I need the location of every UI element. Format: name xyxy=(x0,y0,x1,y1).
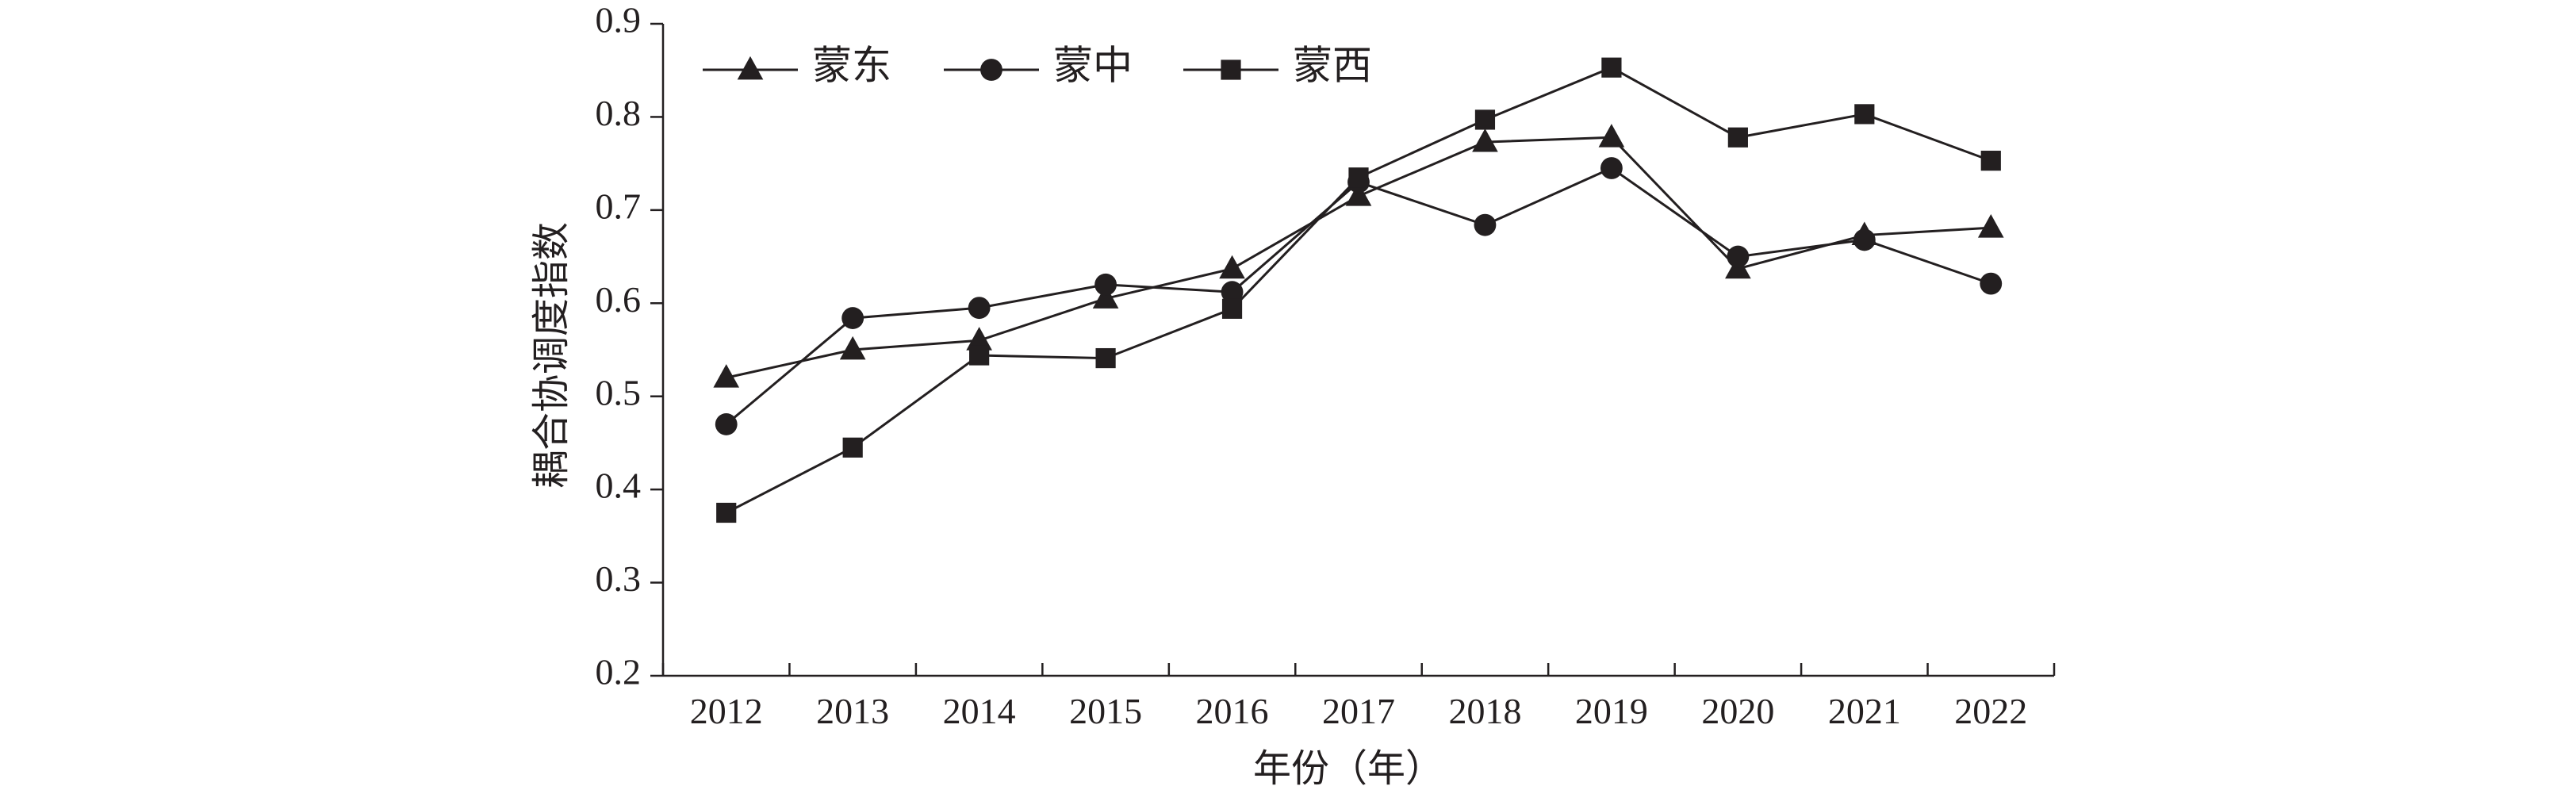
square-point xyxy=(969,345,990,366)
x-axis-title: 年份（年） xyxy=(1253,748,1443,790)
axes: 0.2 0.3 0.4 0.5 0.6 0.7 0.8 0.9 2012 2013 2014 2015… xyxy=(596,0,2056,731)
triangle-point xyxy=(1977,214,2004,238)
series-triangle xyxy=(713,124,2004,388)
square-point xyxy=(1221,298,1243,319)
circle-point xyxy=(1600,157,1623,179)
circle-point xyxy=(1221,281,1244,304)
square-point xyxy=(842,437,863,458)
x-tick-label: 2015 xyxy=(1069,691,1142,731)
square-point xyxy=(1601,57,1622,78)
x-tick-label: 2012 xyxy=(690,691,763,731)
circle-point xyxy=(1727,245,1750,268)
circle-point xyxy=(1094,273,1117,296)
square-point xyxy=(1854,104,1875,125)
legend-triangle-marker xyxy=(737,56,764,80)
square-point xyxy=(716,502,737,523)
x-tick-label: 2021 xyxy=(1828,691,1901,731)
legend-circle-marker xyxy=(980,59,1002,81)
square-point xyxy=(1474,109,1496,130)
circle-point xyxy=(1853,228,1876,251)
x-tick-label: 2018 xyxy=(1448,691,1521,731)
y-tick-label: 0.2 xyxy=(596,652,642,692)
y-tick-label: 0.8 xyxy=(596,93,642,133)
circle-point xyxy=(1980,272,2003,295)
y-axis-title: 耦合协调度指数 xyxy=(531,222,573,489)
triangle-point xyxy=(839,335,866,360)
y-tick-label: 0.9 xyxy=(596,0,642,40)
series-group xyxy=(713,57,2004,523)
triangle-point xyxy=(1472,128,1498,152)
x-tick-label: 2014 xyxy=(943,691,1016,731)
x-tick-label: 2019 xyxy=(1575,691,1648,731)
triangle-point xyxy=(1219,255,1245,279)
triangle-point xyxy=(1598,124,1625,148)
square-point xyxy=(1727,127,1748,148)
square-point xyxy=(1095,347,1116,369)
square-point xyxy=(1348,167,1369,188)
circle-point xyxy=(841,307,864,329)
x-tick-label: 2016 xyxy=(1196,691,1269,731)
series-square xyxy=(716,57,2001,523)
triangle-point xyxy=(966,327,992,351)
legend-item: 蒙东 xyxy=(703,43,891,87)
legend-square-marker xyxy=(1221,59,1241,80)
x-tick-label: 2017 xyxy=(1322,691,1395,731)
triangle-point xyxy=(1092,285,1119,309)
circle-point xyxy=(715,413,738,435)
x-tick-label: 2020 xyxy=(1701,691,1774,731)
y-tick-label: 0.5 xyxy=(596,372,642,412)
y-tick-label: 0.6 xyxy=(596,279,642,320)
series-line xyxy=(726,66,1991,514)
triangle-point xyxy=(713,364,740,388)
square-point xyxy=(1980,151,2001,171)
y-tick-label: 0.7 xyxy=(596,186,642,226)
legend-label: 蒙西 xyxy=(1293,43,1372,87)
legend-label: 蒙中 xyxy=(1053,43,1133,87)
legend-label: 蒙东 xyxy=(812,43,891,87)
x-tick-label: 2022 xyxy=(1954,691,2027,731)
x-tick-label: 2013 xyxy=(816,691,889,731)
triangle-point xyxy=(1345,182,1372,206)
circle-point xyxy=(968,297,991,320)
y-tick-label: 0.3 xyxy=(596,558,642,599)
y-tick-label: 0.4 xyxy=(596,466,642,506)
circle-point xyxy=(1474,213,1497,236)
legend: 蒙东 蒙中 蒙西 xyxy=(703,43,1372,87)
series-line xyxy=(725,167,1991,426)
legend-item: 蒙中 xyxy=(944,43,1133,87)
legend-item: 蒙西 xyxy=(1183,43,1372,87)
